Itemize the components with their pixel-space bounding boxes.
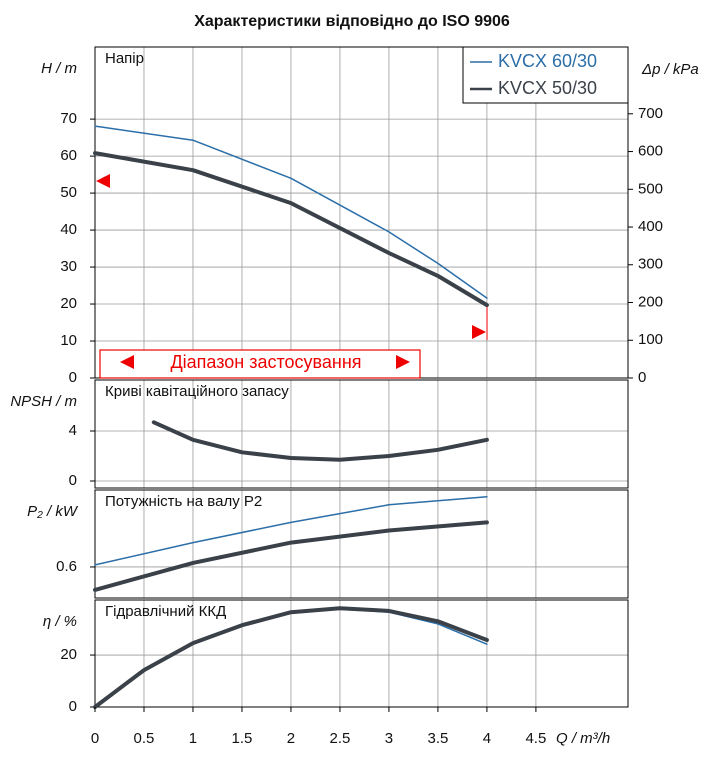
x-tick-label: 3.5 [427,730,448,747]
y-tick-label: 4 [69,422,77,439]
series-line [94,496,488,566]
panel-title: Гідравлічний ККД [105,603,226,620]
y-tick-label: 20 [60,646,77,663]
y-tick-label: 0 [69,369,77,386]
series-line [151,420,489,462]
y-tick-label: 50 [60,184,77,201]
y2-axis-label: Δp / kPa [641,61,699,78]
panel-frame [94,379,629,489]
y2-tick-label: 600 [638,143,663,160]
x-tick-label: 0 [91,730,99,747]
y-tick-label: 10 [60,332,77,349]
legend-label: KVCX 60/30 [498,51,597,71]
y2-tick-label: 100 [638,331,663,348]
series-line [93,151,489,308]
y2-tick-label: 200 [638,293,663,310]
y-axis-label: NPSH / m [10,393,77,410]
chart-title: Характеристики відповідно до ISO 9906 [194,13,510,30]
y-tick-label: 0 [69,472,77,489]
range-label: Діапазон застосування [170,352,361,372]
x-tick-label: 1 [189,730,197,747]
panel-title: Криві кавітаційного запасу [105,383,289,400]
x-axis-label: Q / m³/h [556,730,610,747]
panel-frame [94,599,629,708]
y2-tick-label: 400 [638,218,663,235]
series-line [94,125,488,299]
x-tick-label: 2 [287,730,295,747]
y-tick-label: 70 [60,110,77,127]
y-axis-label: η / % [43,613,77,630]
legend-box [462,46,629,104]
panel-title: Потужність на валу P2 [105,493,262,510]
range-box [99,349,421,379]
x-tick-label: 4 [483,730,491,747]
y-tick-label: 0 [69,698,77,715]
y2-tick-label: 0 [638,369,646,386]
x-tick-label: 2.5 [330,730,351,747]
y2-tick-label: 500 [638,180,663,197]
y-axis-label: H / m [41,60,77,77]
legend-label: KVCX 50/30 [498,78,597,98]
y-tick-label: 0.6 [56,558,77,575]
x-tick-label: 4.5 [525,730,546,747]
y-tick-label: 30 [60,258,77,275]
y2-tick-label: 700 [638,105,663,122]
y-tick-label: 20 [60,295,77,312]
panel-title: Напір [105,50,144,67]
series-line [93,606,489,709]
operating-range: Діапазон застосування [99,349,421,379]
y-tick-label: 60 [60,147,77,164]
x-tick-label: 3 [385,730,393,747]
y-tick-label: 40 [60,221,77,238]
x-tick-label: 0.5 [134,730,155,747]
series-line [93,520,489,592]
y-axis-label: P₂ / kW [27,503,79,520]
panel-frame [94,489,629,599]
x-tick-label: 1.5 [232,730,253,747]
y2-tick-label: 300 [638,256,663,273]
